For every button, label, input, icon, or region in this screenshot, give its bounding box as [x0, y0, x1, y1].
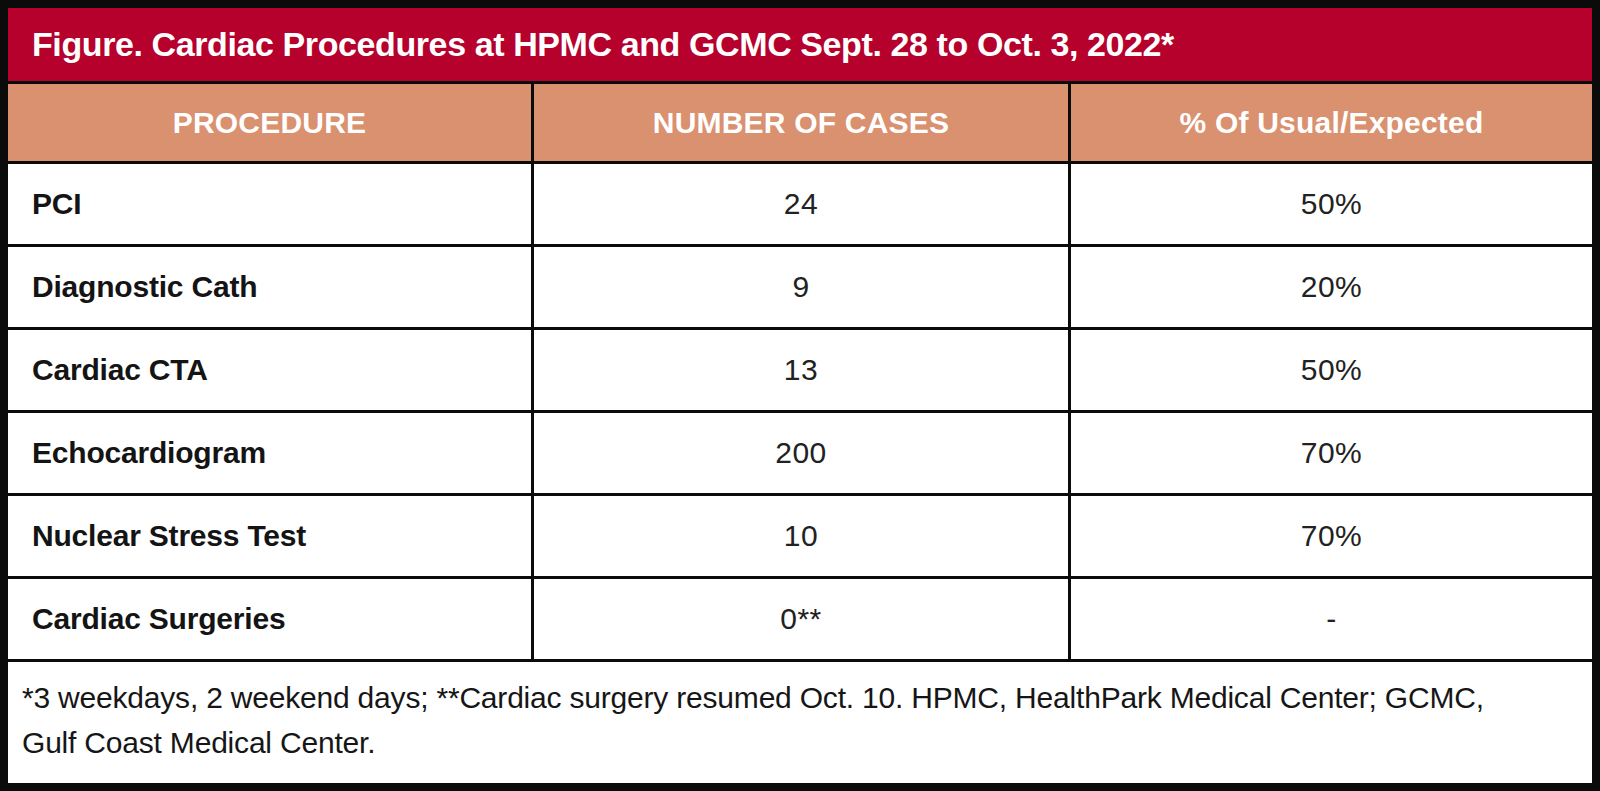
figure-title-bar: Figure. Cardiac Procedures at HPMC and G… [8, 8, 1592, 84]
row-cardiac-surgeries-percent: - [1071, 579, 1592, 659]
row-cardiac-cta-percent: 50% [1071, 330, 1592, 410]
procedures-table: PROCEDURE NUMBER OF CASES % Of Usual/Exp… [8, 84, 1592, 783]
row-pci-percent: 50% [1071, 164, 1592, 244]
row-cardiac-surgeries-procedure: Cardiac Surgeries [8, 579, 531, 659]
row-echocardiogram-procedure: Echocardiogram [8, 413, 531, 493]
row-echocardiogram-percent: 70% [1071, 413, 1592, 493]
row-diagnostic-cath-percent: 20% [1071, 247, 1592, 327]
row-nuclear-stress-test-procedure: Nuclear Stress Test [8, 496, 531, 576]
row-echocardiogram-cases: 200 [534, 413, 1068, 493]
row-cardiac-cta-cases: 13 [534, 330, 1068, 410]
row-pci-cases: 24 [534, 164, 1068, 244]
column-header-number-of-cases: NUMBER OF CASES [534, 84, 1068, 161]
row-diagnostic-cath-procedure: Diagnostic Cath [8, 247, 531, 327]
row-nuclear-stress-test-cases: 10 [534, 496, 1068, 576]
row-nuclear-stress-test-percent: 70% [1071, 496, 1592, 576]
column-header-percent-of-usual-expected: % Of Usual/Expected [1071, 84, 1592, 161]
row-cardiac-cta-procedure: Cardiac CTA [8, 330, 531, 410]
table-footnote: *3 weekdays, 2 weekend days; **Cardiac s… [8, 662, 1592, 783]
figure-container: Figure. Cardiac Procedures at HPMC and G… [0, 0, 1600, 791]
row-pci-procedure: PCI [8, 164, 531, 244]
column-header-procedure: PROCEDURE [8, 84, 531, 161]
row-diagnostic-cath-cases: 9 [534, 247, 1068, 327]
row-cardiac-surgeries-cases: 0** [534, 579, 1068, 659]
figure-title: Figure. Cardiac Procedures at HPMC and G… [32, 25, 1174, 64]
